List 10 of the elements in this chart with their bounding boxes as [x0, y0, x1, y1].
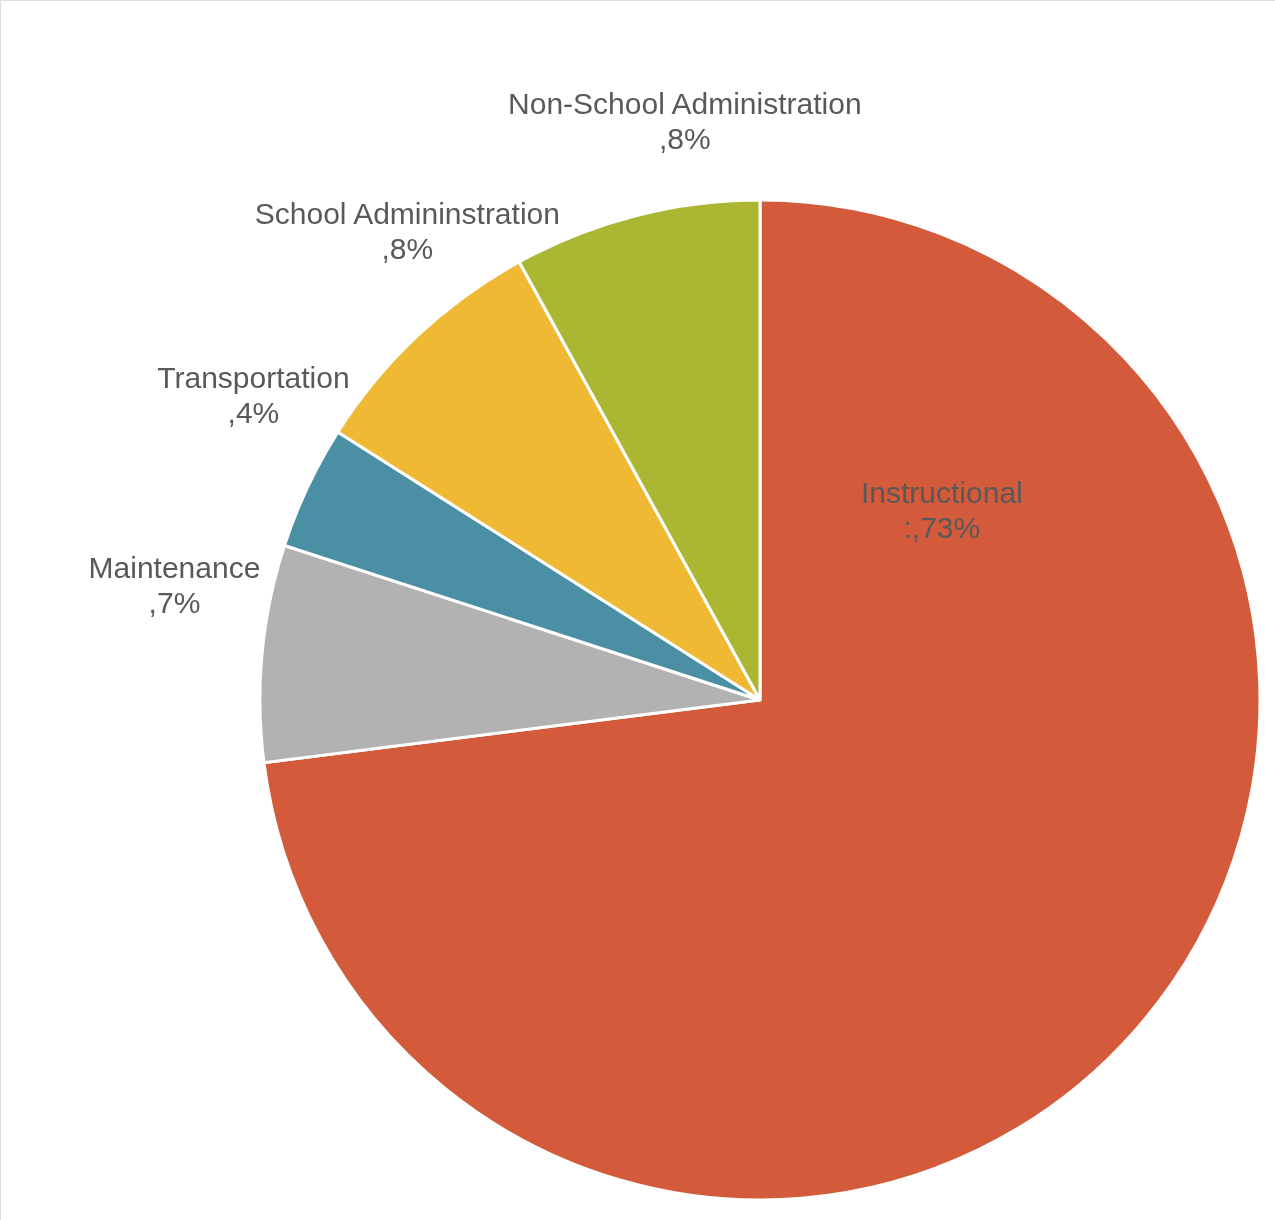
- data-label: :,73%: [903, 510, 981, 544]
- slice-label: School Admininstration: [254, 196, 560, 230]
- data-label: ,8%: [381, 231, 434, 265]
- data-label: ,7%: [148, 586, 201, 620]
- slice-label: Transportation: [157, 360, 350, 394]
- slice-label: Instructional: [860, 475, 1023, 509]
- slice-label: Non-School Administration: [508, 86, 862, 120]
- data-label: ,8%: [658, 121, 711, 155]
- data-label: ,4%: [227, 395, 280, 429]
- slice-label: Maintenance: [88, 551, 261, 585]
